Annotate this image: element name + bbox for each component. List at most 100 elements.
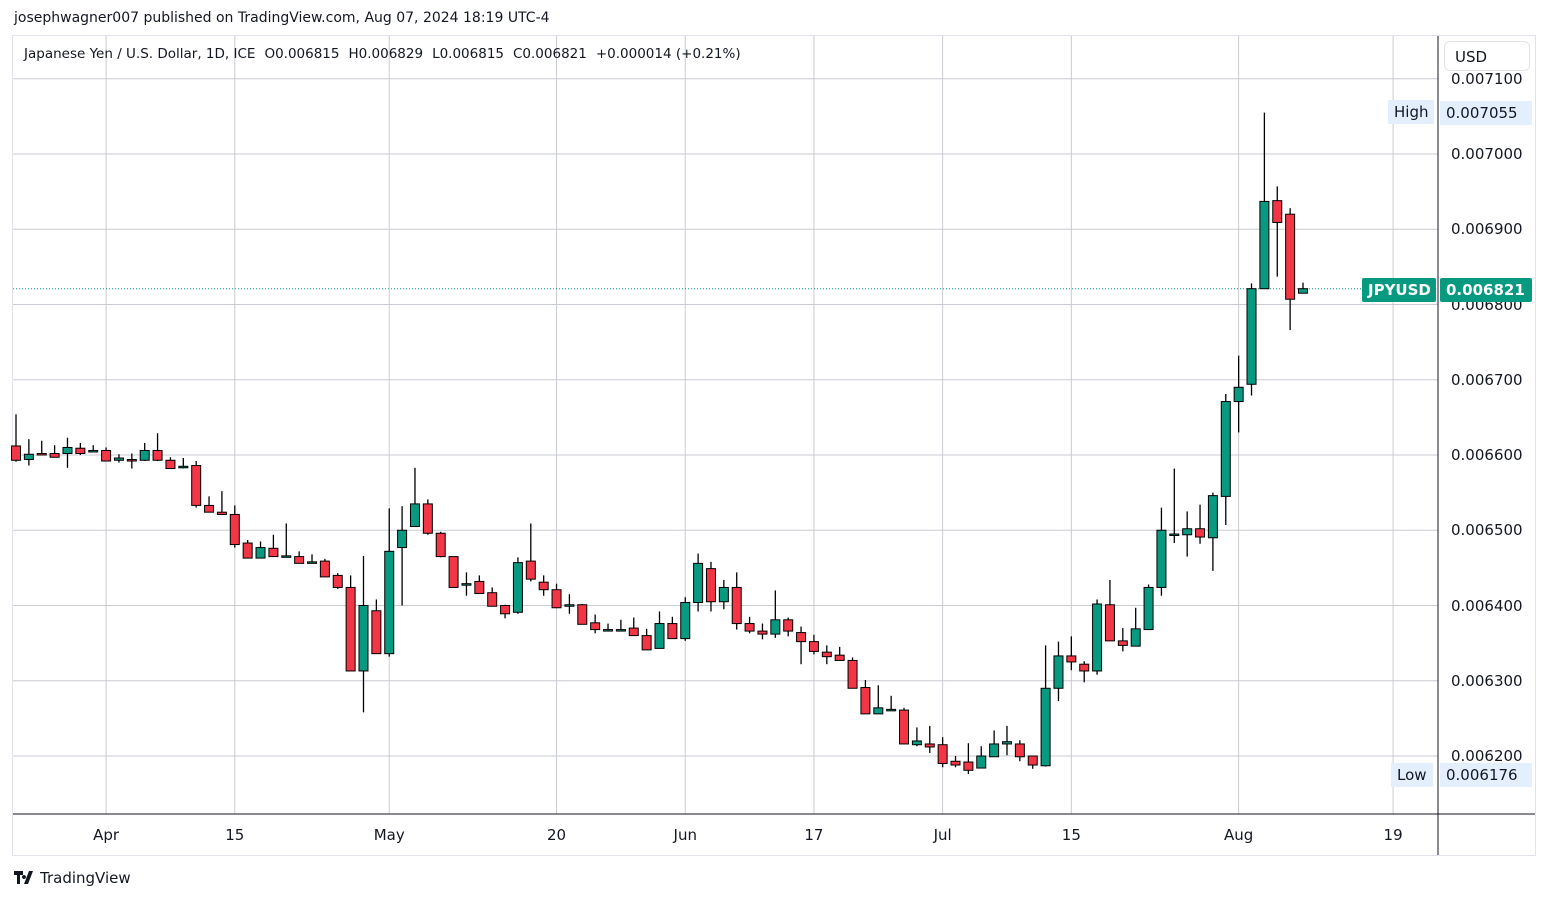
candle-up — [1169, 468, 1180, 544]
candle-up — [564, 594, 575, 614]
publish-info: josephwagner007 published on TradingView… — [14, 10, 550, 26]
currency-button[interactable]: USD — [1444, 41, 1530, 71]
candle-down — [191, 461, 202, 508]
candle-down — [126, 453, 137, 469]
candle-up — [281, 523, 292, 558]
candle-body — [899, 709, 910, 745]
candle-body — [1092, 603, 1103, 672]
time-tick-label: Aug — [1223, 826, 1254, 844]
candle-body — [126, 459, 137, 462]
candle-body — [693, 562, 704, 603]
candle-body — [191, 465, 202, 506]
candle-down — [229, 505, 240, 548]
time-tick-label: Jun — [673, 826, 697, 844]
candle-body — [963, 761, 974, 771]
candle-up — [680, 597, 691, 641]
candle-body — [911, 740, 922, 746]
candle-body — [11, 445, 21, 461]
candle-down — [705, 561, 716, 612]
candle-body — [332, 574, 343, 588]
candle-body — [1207, 495, 1218, 539]
candle-down — [860, 679, 871, 715]
low-value: 0.006176 — [1440, 763, 1532, 787]
price-tick-label: 0.006700 — [1451, 370, 1523, 389]
candle-down — [294, 551, 305, 564]
candle-up — [1092, 599, 1103, 675]
candle-body — [1195, 528, 1206, 538]
candle-body — [178, 465, 189, 469]
candle-body — [1130, 628, 1141, 647]
candle-body — [88, 449, 99, 453]
candle-up — [384, 508, 395, 657]
candle-body — [435, 532, 446, 558]
candle-down — [641, 628, 652, 651]
time-tick-label: May — [373, 826, 405, 844]
candle-down — [1104, 579, 1115, 642]
candle-body — [1104, 604, 1115, 642]
candle-body — [1220, 401, 1231, 497]
candle-down — [152, 433, 163, 462]
legend-low: L0.006815 — [432, 46, 504, 62]
candle-down — [204, 496, 215, 513]
candle-up — [718, 579, 729, 610]
tradingview-logo[interactable]: TradingView — [14, 869, 131, 887]
candle-body — [577, 604, 588, 625]
candle-body — [950, 760, 961, 766]
candle-body — [1117, 640, 1128, 646]
candle-up — [1182, 511, 1193, 557]
candle-down — [332, 573, 343, 589]
candle-body — [397, 529, 408, 549]
candle-down — [744, 616, 755, 634]
candle-body — [422, 503, 433, 534]
candle-up — [358, 555, 369, 713]
candle-body — [1246, 288, 1257, 385]
price-tick-label: 0.006500 — [1451, 521, 1523, 540]
candle-body — [989, 743, 1000, 758]
candle-body — [268, 547, 279, 558]
candle-body — [1182, 528, 1193, 536]
candle-body — [783, 619, 794, 632]
candle-down — [551, 583, 562, 609]
tradingview-logo-icon — [14, 871, 33, 884]
candle-body — [474, 580, 485, 594]
candle-down — [808, 634, 819, 655]
candle-body — [860, 687, 871, 715]
candle-down — [525, 523, 536, 582]
candle-body — [204, 504, 215, 513]
candle-body — [603, 629, 614, 632]
candle-up — [886, 695, 897, 712]
candle-down — [474, 575, 485, 594]
high-value: 0.007055 — [1440, 101, 1532, 125]
candle-down — [834, 646, 845, 661]
candle-up — [255, 541, 266, 559]
candle-body — [255, 547, 266, 559]
candle-down — [950, 756, 961, 768]
candle-down — [538, 575, 549, 596]
candle-down — [1066, 636, 1077, 671]
time-tick-label: 15 — [225, 826, 245, 844]
candle-body — [307, 561, 318, 564]
candle-up — [1233, 355, 1244, 433]
candle-body — [1156, 529, 1167, 588]
candle-down — [821, 645, 832, 665]
candle-down — [1014, 740, 1025, 762]
price-tick-label: 0.006200 — [1451, 747, 1523, 765]
candle-body — [873, 707, 884, 715]
candle-body — [75, 447, 86, 454]
candle-down — [757, 623, 768, 640]
candle-body — [371, 610, 382, 655]
candle-up — [1156, 507, 1167, 596]
candle-body — [358, 605, 369, 672]
candle-body — [834, 654, 845, 661]
candle-body — [564, 604, 575, 607]
candle-body — [1298, 288, 1308, 294]
candle-down — [75, 442, 86, 455]
price-tick-label: 0.006400 — [1451, 596, 1523, 615]
candle-up — [139, 442, 150, 462]
candle-up — [1246, 283, 1257, 396]
candle-down — [1027, 755, 1038, 769]
candle-up — [88, 445, 99, 453]
candle-up — [397, 506, 408, 606]
candle-up — [1220, 394, 1231, 525]
